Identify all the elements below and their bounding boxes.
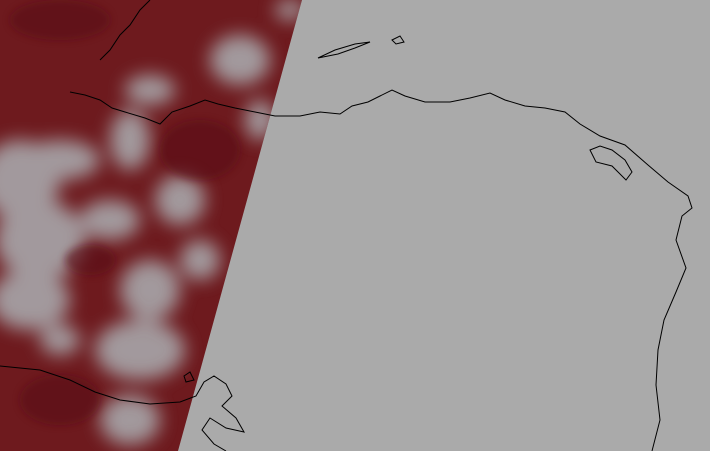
- coastline-south-islet: [183, 371, 195, 383]
- coastlines: [0, 0, 693, 451]
- coastline-south: [0, 365, 245, 451]
- satellite-swath: [0, 0, 302, 451]
- coastline-west-shore: [99, 0, 151, 61]
- cloud-cover: [0, 0, 302, 445]
- coastline-north: [69, 89, 693, 451]
- coastline-islet: [391, 35, 405, 45]
- coastline-peninsula: [589, 145, 633, 181]
- coastline-island: [317, 41, 371, 59]
